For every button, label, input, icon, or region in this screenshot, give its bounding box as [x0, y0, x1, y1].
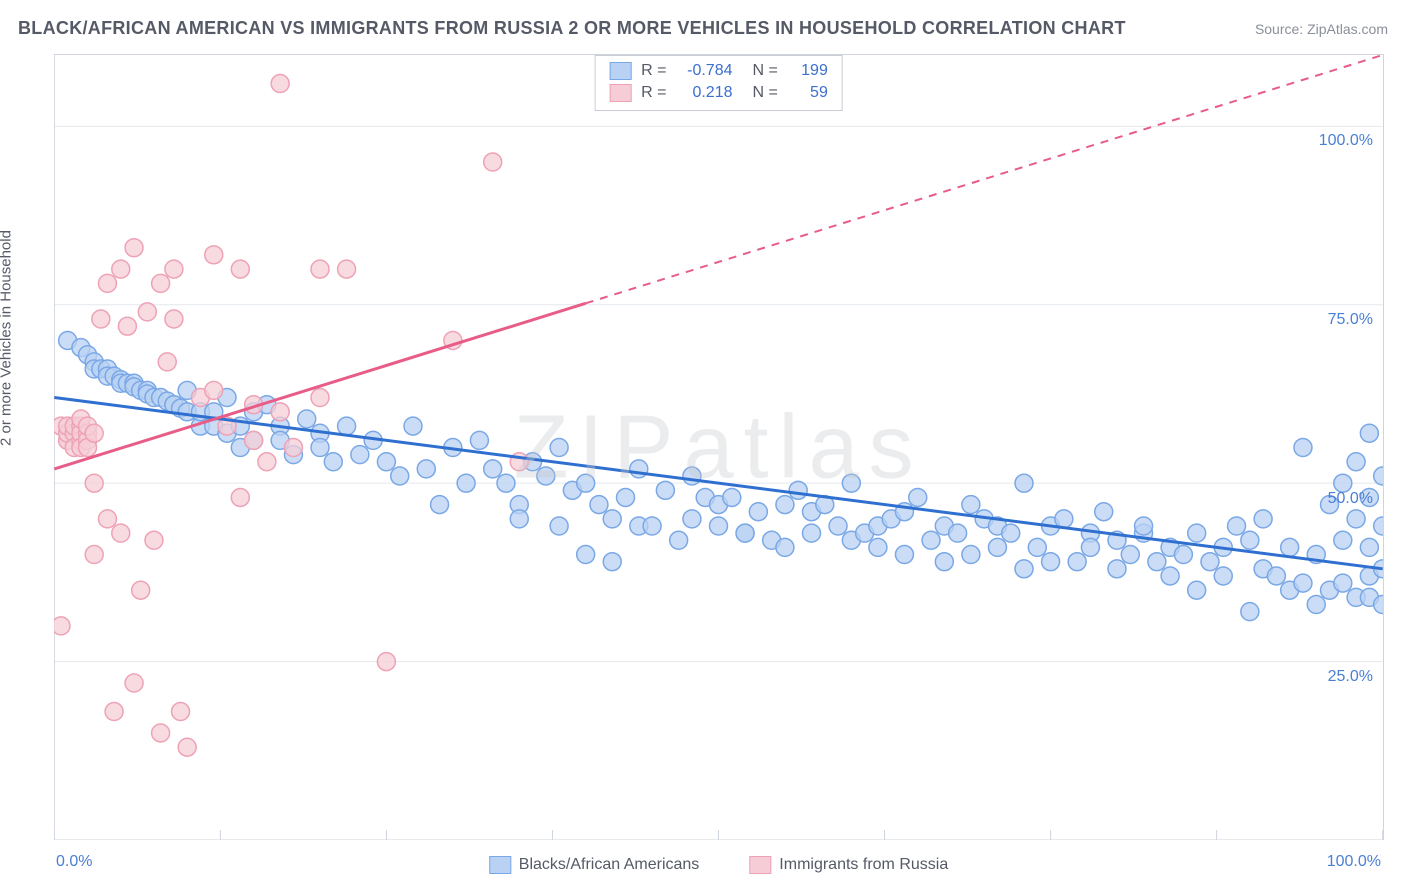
stat-n-value: 199	[788, 62, 828, 80]
stat-n-value: 59	[788, 84, 828, 102]
chart-svg	[54, 55, 1383, 840]
bottom-legend: Blacks/African Americans Immigrants from …	[489, 856, 948, 874]
stat-r-label: R =	[641, 84, 666, 102]
stat-r-value: 0.218	[677, 84, 733, 102]
chart-title: BLACK/AFRICAN AMERICAN VS IMMIGRANTS FRO…	[18, 18, 1126, 39]
y-tick-label: 75.0%	[1328, 311, 1373, 329]
legend-swatch	[609, 84, 631, 102]
legend-item: Blacks/African Americans	[489, 856, 700, 874]
stat-r-label: R =	[641, 62, 666, 80]
chart-source: Source: ZipAtlas.com	[1255, 21, 1388, 37]
stats-row: R = -0.784 N = 199	[609, 60, 828, 82]
stat-n-label: N =	[753, 84, 778, 102]
legend-label: Blacks/African Americans	[519, 856, 700, 874]
stats-row: R = 0.218 N = 59	[609, 82, 828, 104]
stats-box: R = -0.784 N = 199 R = 0.218 N = 59	[594, 55, 843, 111]
legend-swatch	[489, 856, 511, 874]
legend-label: Immigrants from Russia	[779, 856, 948, 874]
y-tick-label: 50.0%	[1328, 490, 1373, 508]
legend-item: Immigrants from Russia	[749, 856, 948, 874]
y-tick-label: 100.0%	[1319, 132, 1373, 150]
chart-area: ZIPatlas R =-0.784N =199R =0.218N =59 Bl…	[54, 54, 1384, 840]
y-axis-label: 2 or more Vehicles in Household	[0, 230, 15, 446]
stat-n-label: N =	[753, 62, 778, 80]
legend-swatch	[609, 62, 631, 80]
y-tick-label: 25.0%	[1328, 668, 1373, 686]
legend-swatch	[749, 856, 771, 874]
stat-r-value: -0.784	[677, 62, 733, 80]
x-tick-label: 0.0%	[56, 853, 92, 871]
x-tick-label: 100.0%	[1327, 853, 1381, 871]
chart-header: BLACK/AFRICAN AMERICAN VS IMMIGRANTS FRO…	[18, 18, 1388, 39]
